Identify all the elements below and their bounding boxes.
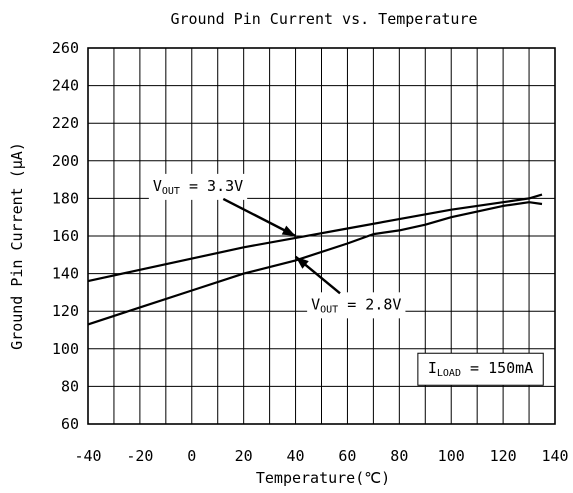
y-axis-label: Ground Pin Current (μA): [8, 142, 26, 350]
annotation-label: VOUT = 3.3V: [153, 177, 243, 197]
y-tick-label: 80: [61, 377, 79, 395]
x-tick-label: -40: [74, 447, 101, 465]
x-tick-label: 140: [541, 447, 568, 465]
series-line-1: [87, 193, 543, 283]
y-tick-label: 160: [52, 227, 79, 245]
x-tick-label: 0: [187, 447, 196, 465]
x-tick-label: -20: [126, 447, 153, 465]
y-tick-label: 140: [52, 265, 79, 283]
annotation-1: VOUT = 3.3V: [148, 173, 297, 238]
annotation-arrow-line: [222, 197, 297, 238]
chart-title: Ground Pin Current vs. Temperature: [170, 10, 477, 28]
series-line-2: [87, 201, 543, 326]
x-tick-label: 40: [287, 447, 305, 465]
tick-labels: 60 80 100 120 140 160 180 200 220 240 260 -40 -20 0 20…: [52, 39, 569, 465]
annotations: VOUT = 3.3V VOUT = 2.8V ILOAD = 150mA: [148, 173, 544, 386]
y-tick-label: 180: [52, 189, 79, 207]
y-tick-label: 240: [52, 77, 79, 95]
annotation-3: ILOAD = 150mA: [417, 352, 544, 386]
x-tick-label: 100: [438, 447, 465, 465]
series-lines: [87, 193, 543, 326]
plot-frame: [87, 47, 556, 425]
y-tick-label: 200: [52, 152, 79, 170]
x-tick-label: 60: [338, 447, 356, 465]
annotation-label: VOUT = 2.8V: [311, 295, 401, 315]
annotation-2: VOUT = 2.8V: [294, 255, 406, 319]
x-tick-label: 80: [390, 447, 408, 465]
y-tick-label: 260: [52, 39, 79, 57]
x-axis-label: Temperature(℃): [256, 469, 390, 487]
arrowhead-icon: [295, 256, 309, 269]
y-tick-label: 220: [52, 114, 79, 132]
y-tick-label: 60: [61, 415, 79, 433]
y-tick-label: 100: [52, 340, 79, 358]
y-tick-label: 120: [52, 302, 79, 320]
arrowhead-icon: [281, 225, 296, 236]
annotation-label: ILOAD = 150mA: [428, 359, 533, 379]
x-tick-label: 120: [490, 447, 517, 465]
x-tick-label: 20: [235, 447, 253, 465]
